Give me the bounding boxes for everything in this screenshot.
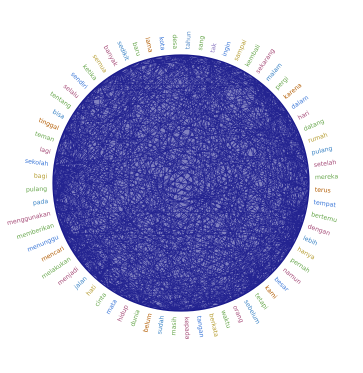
node-label: dunia [130, 309, 142, 328]
node-label: pada [32, 198, 48, 207]
node-label: kami [263, 284, 278, 300]
node-label: tak [209, 42, 218, 54]
node-label: jalan [72, 275, 88, 291]
node-label: sekolah [24, 158, 48, 168]
network-edges [52, 54, 310, 312]
node-label: sang [197, 35, 206, 51]
node-label: lagi [39, 146, 52, 155]
node-label: dengan [307, 223, 331, 237]
node-label: pulang [26, 186, 48, 194]
node-label: lama [143, 37, 153, 54]
node-label: berkata [207, 313, 219, 338]
node-label: mata [105, 298, 119, 316]
node-label: tetapi [253, 292, 269, 311]
network-outline [52, 54, 310, 312]
node-label: pulang [311, 145, 333, 157]
node-label: hanya [296, 246, 316, 262]
node-label: dalam [290, 94, 310, 111]
node-label: hati [85, 284, 98, 298]
node-label: sedikit [115, 40, 130, 62]
node-label: sudah [156, 315, 166, 335]
node-label: teman [34, 131, 55, 144]
node-label: tempat [313, 199, 337, 209]
node-label: pergi [274, 75, 290, 91]
node-label: bisa [51, 109, 66, 121]
node-label: datang [303, 118, 326, 133]
node-label: masih [170, 317, 178, 336]
node-label: selalu [62, 83, 80, 100]
node-label: orang [231, 305, 245, 324]
node-label: tangan [195, 315, 205, 338]
node-label: tahun [185, 31, 193, 49]
node-label: hidup [117, 304, 131, 323]
node-label: kepada [183, 317, 191, 340]
node-label: sampai [233, 39, 249, 63]
node-label: baru [131, 41, 142, 57]
node-label: tinggal [37, 117, 60, 132]
node-label: belum [142, 313, 153, 334]
node-label: lebih [302, 235, 319, 248]
node-label: desa [171, 34, 179, 49]
node-label: besar [273, 276, 290, 294]
node-label: waktu [219, 309, 232, 329]
node-label: kota [157, 37, 166, 51]
node-label: ingin [221, 41, 233, 58]
node-label: terus [315, 187, 331, 195]
node-label: bagi [34, 173, 48, 181]
node-label: setelah [313, 159, 337, 169]
node-label: mereka [315, 173, 339, 181]
node-label: bertemu [310, 211, 337, 224]
edges-layer [52, 54, 310, 312]
node-label: hari [297, 110, 311, 122]
node-label: cinta [94, 291, 109, 308]
node-label: rumah [307, 132, 328, 145]
